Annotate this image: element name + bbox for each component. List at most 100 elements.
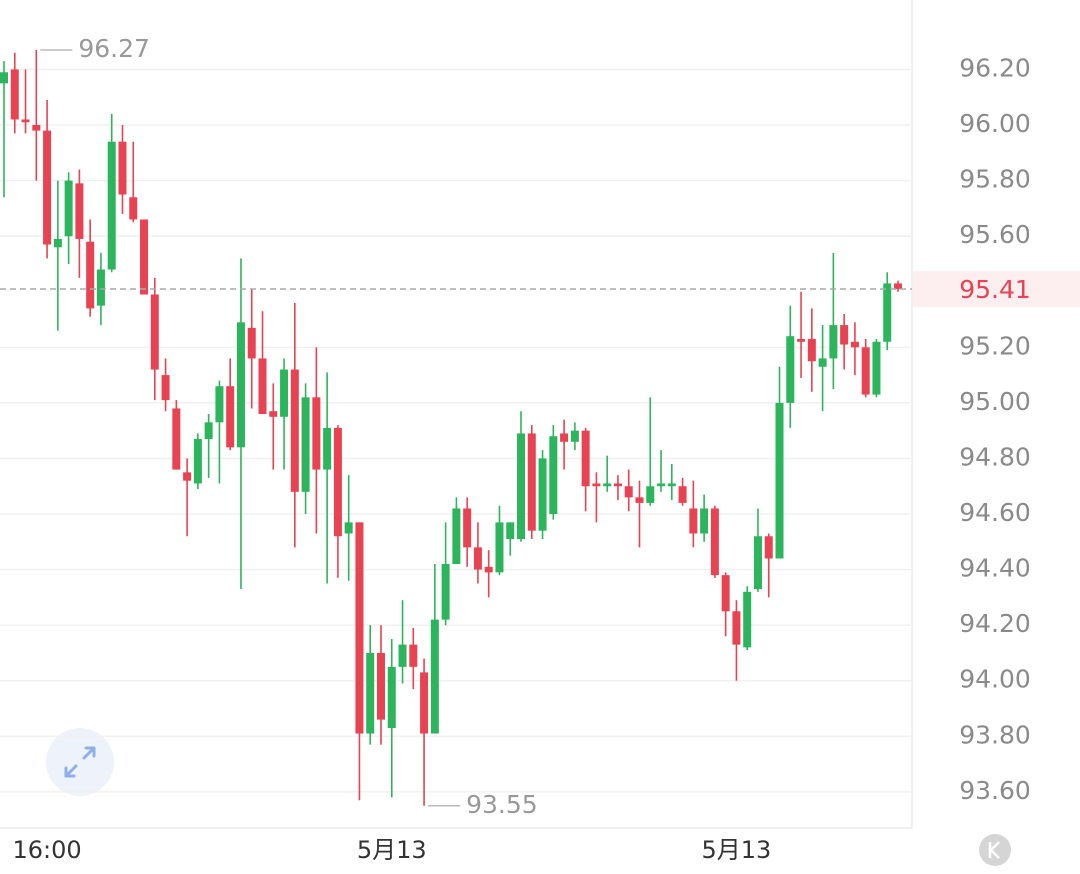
candle-body <box>409 644 418 667</box>
candle-body <box>517 433 526 540</box>
y-tick-label: 93.60 <box>959 776 1031 805</box>
current-price-label: 95.41 <box>959 275 1031 304</box>
candle-body <box>86 241 95 309</box>
y-tick-label: 95.80 <box>959 165 1031 194</box>
y-tick-label: 94.20 <box>959 609 1031 638</box>
candle-body <box>183 472 192 481</box>
annotation-label: 96.27 <box>78 34 150 63</box>
candle-body <box>215 386 224 423</box>
candle-body <box>226 386 235 448</box>
expand-icon <box>64 746 96 778</box>
candle-body <box>657 483 666 487</box>
y-tick-label: 93.80 <box>959 720 1031 749</box>
candle-body <box>818 358 827 367</box>
candle-body <box>118 141 127 195</box>
candle-body <box>236 322 245 448</box>
candle-body <box>0 72 8 84</box>
candle-body <box>280 369 289 417</box>
kline-button[interactable] <box>979 834 1011 866</box>
kline-icon <box>988 841 1000 859</box>
candle-body <box>463 508 472 548</box>
y-tick-label: 96.00 <box>959 109 1031 138</box>
candle-body <box>646 486 655 503</box>
candle-body <box>398 644 407 667</box>
candle-body <box>53 238 62 248</box>
candle-body <box>850 341 859 348</box>
candle-body <box>840 325 849 345</box>
candle-body <box>333 427 342 537</box>
candle-body <box>807 338 816 362</box>
candle-body <box>344 522 353 534</box>
candle-body <box>376 652 385 720</box>
candle-body <box>786 336 795 403</box>
candle-body <box>32 125 41 131</box>
candle-body <box>753 536 762 590</box>
candle-body <box>21 119 30 123</box>
y-tick-label: 94.60 <box>959 498 1031 527</box>
candle-body <box>441 564 450 620</box>
candle-body <box>861 347 870 395</box>
candle-body <box>721 575 730 612</box>
candle-body <box>872 341 881 395</box>
candle-body <box>10 69 19 120</box>
candle-body <box>667 483 676 487</box>
candle-body <box>570 430 579 442</box>
candle-body <box>269 411 278 417</box>
candle-body <box>484 566 493 573</box>
candle-body <box>258 358 267 414</box>
candle-body <box>689 508 698 534</box>
candle-body <box>894 283 902 289</box>
candle-body <box>75 183 84 239</box>
y-tick-label: 94.00 <box>959 665 1031 694</box>
candle-body <box>592 483 601 487</box>
y-tick-label: 94.80 <box>959 442 1031 471</box>
y-tick-label: 94.40 <box>959 554 1031 583</box>
kline-button-bg <box>979 834 1011 866</box>
y-tick-label: 95.60 <box>959 220 1031 249</box>
x-tick-label: 16:00 <box>12 836 81 864</box>
candle-body <box>678 486 687 503</box>
x-tick-label: 5月13 <box>357 836 427 864</box>
current-price-box <box>913 270 1080 307</box>
candle-body <box>150 294 159 370</box>
candle-body <box>883 283 892 342</box>
candle-body <box>107 141 116 270</box>
y-tick-label: 95.00 <box>959 387 1031 416</box>
candle-body <box>764 536 773 559</box>
candle-body <box>430 619 439 734</box>
x-tick-label: 5月13 <box>702 836 772 864</box>
candle-body <box>161 375 170 401</box>
candle-body <box>527 433 536 531</box>
y-tick-label: 95.20 <box>959 331 1031 360</box>
candle-body <box>387 666 396 728</box>
expand-button-bg <box>46 728 114 796</box>
candle-body <box>732 611 741 645</box>
candle-body <box>247 327 256 359</box>
candle-body <box>301 397 310 492</box>
candle-body <box>129 197 138 220</box>
candle-body <box>473 547 482 570</box>
candle-body <box>743 591 752 648</box>
candle-body <box>495 522 504 573</box>
expand-button[interactable] <box>46 728 114 796</box>
candle-body <box>355 522 364 734</box>
candle-body <box>581 430 590 487</box>
candle-body <box>829 325 838 359</box>
candle-body <box>420 672 429 734</box>
candle-body <box>452 508 461 565</box>
candle-body <box>312 397 321 470</box>
candle-body <box>193 439 202 484</box>
candle-body <box>96 269 105 306</box>
candle-body <box>603 483 612 487</box>
candle-body <box>613 483 622 487</box>
candle-body <box>140 219 149 295</box>
candle-body <box>506 522 515 540</box>
candle-body <box>366 652 375 734</box>
candle-body <box>775 402 784 559</box>
candle-body <box>43 130 52 245</box>
candle-body <box>172 408 181 470</box>
annotation-label: 93.55 <box>466 790 538 819</box>
y-tick-label: 96.20 <box>959 53 1031 82</box>
candle-body <box>700 508 709 534</box>
